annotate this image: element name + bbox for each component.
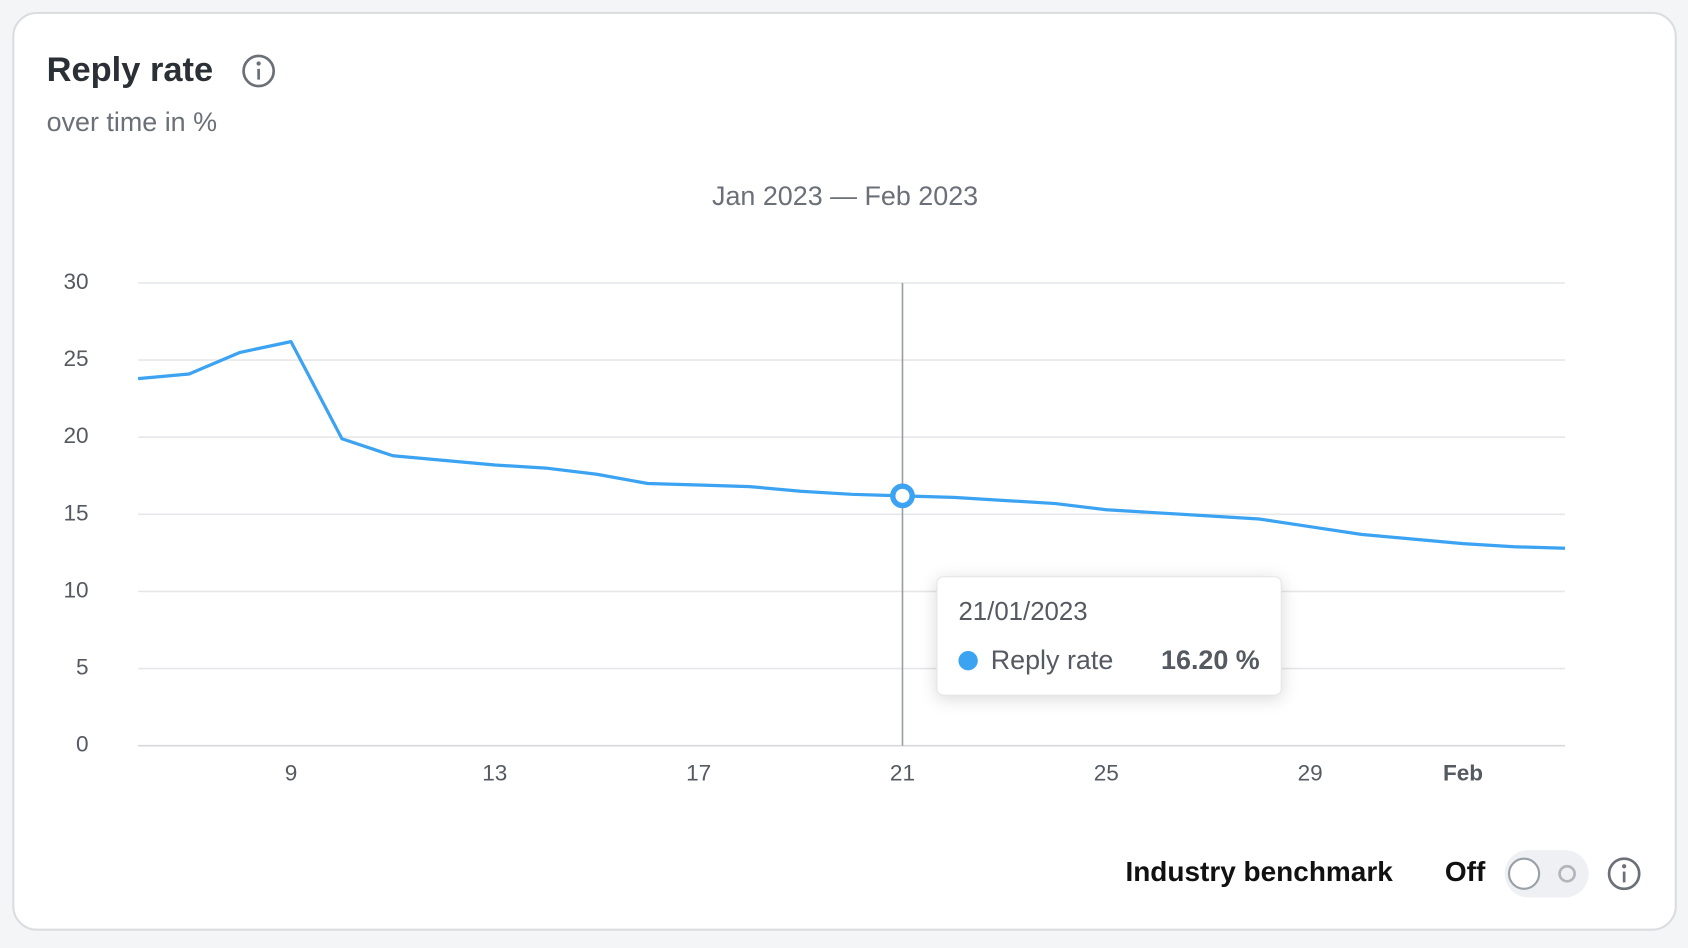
tooltip-date: 21/01/2023 (958, 598, 1087, 626)
period-label: Jan 2023 — Feb 2023 (712, 181, 978, 211)
x-tick-label: 25 (1094, 761, 1119, 786)
y-tick-label: 10 (63, 577, 88, 602)
benchmark-info-icon[interactable] (1607, 857, 1641, 891)
benchmark-label: Industry benchmark (1125, 856, 1393, 887)
tooltip: 21/01/2023 Reply rate 16.20 % (936, 576, 1282, 696)
y-tick-label: 25 (63, 346, 88, 371)
y-tick-label: 20 (63, 423, 88, 448)
x-tick-label: 17 (686, 761, 711, 786)
chart-title: Reply rate (47, 51, 213, 89)
info-icon[interactable] (242, 54, 276, 88)
y-tick-label: 0 (76, 732, 89, 757)
x-tick-label: Feb (1443, 761, 1483, 786)
series-line (137, 339, 1566, 550)
x-tick-label: 21 (890, 761, 915, 786)
y-tick-label: 30 (63, 269, 88, 294)
hover-point (890, 483, 915, 509)
chart-subtitle: over time in % (47, 107, 217, 137)
x-tick-label: 9 (285, 761, 298, 786)
card (12, 11, 1677, 931)
tooltip-value: 16.20 % (1161, 645, 1260, 675)
x-tick-label: 29 (1298, 761, 1323, 786)
tooltip-series: Reply rate (991, 645, 1114, 675)
tooltip-swatch (958, 651, 978, 671)
y-tick-label: 5 (76, 655, 89, 680)
benchmark-state: Off (1445, 856, 1486, 887)
tooltip-box (936, 576, 1282, 696)
y-tick-label: 15 (63, 500, 88, 525)
x-tick-label: 13 (482, 761, 507, 786)
benchmark-toggle[interactable] (1504, 850, 1589, 898)
